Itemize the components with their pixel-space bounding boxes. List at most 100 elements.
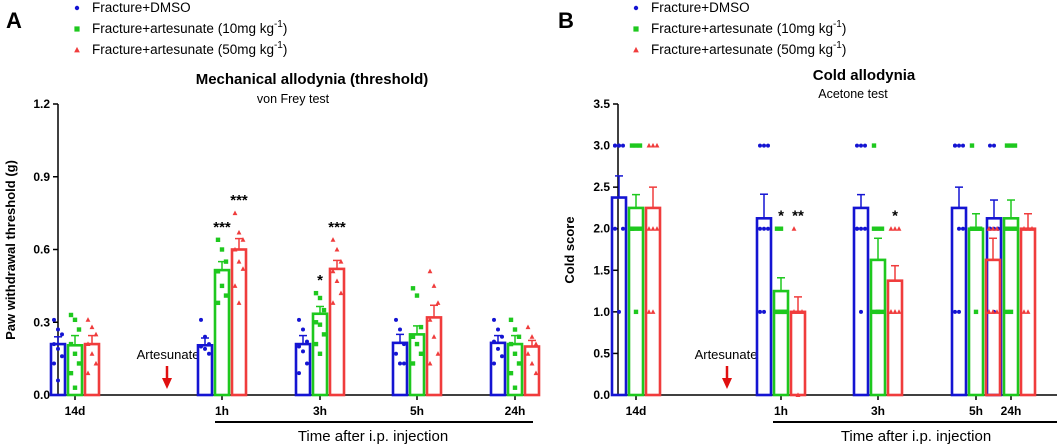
legend-marker-2 bbox=[633, 26, 639, 32]
bar bbox=[213, 268, 231, 397]
data-point bbox=[496, 327, 500, 332]
data-point bbox=[215, 300, 221, 306]
x-tick-label: 14d bbox=[65, 404, 86, 418]
data-point bbox=[795, 309, 801, 314]
data-point bbox=[410, 286, 416, 291]
data-point bbox=[215, 269, 221, 274]
data-point bbox=[414, 293, 420, 298]
data-point bbox=[613, 226, 617, 231]
data-point bbox=[762, 143, 766, 148]
data-point bbox=[1008, 143, 1014, 148]
panel-b-xaxis-title: Time after i.p. injection bbox=[841, 428, 991, 445]
data-point bbox=[317, 322, 323, 327]
data-point bbox=[633, 309, 639, 315]
bar bbox=[230, 248, 248, 397]
data-point bbox=[650, 142, 656, 148]
data-point bbox=[758, 309, 762, 314]
data-point bbox=[512, 385, 518, 390]
data-point bbox=[317, 295, 323, 301]
data-point bbox=[297, 344, 301, 349]
data-point bbox=[533, 341, 539, 347]
data-point bbox=[1004, 226, 1010, 231]
y-tick-label: 0.3 bbox=[33, 315, 50, 329]
x-tick-label: 3h bbox=[871, 404, 885, 418]
x-tick-label: 24h bbox=[505, 404, 526, 418]
data-point bbox=[629, 226, 635, 231]
data-point bbox=[855, 143, 859, 148]
bar bbox=[886, 279, 904, 397]
data-point bbox=[223, 259, 229, 264]
data-point bbox=[863, 143, 867, 148]
legend-label-3: Fracture+artesunate (50mg kg-1) bbox=[651, 40, 846, 57]
data-point bbox=[799, 309, 805, 314]
data-point bbox=[533, 370, 539, 376]
data-point bbox=[219, 247, 225, 252]
data-point bbox=[871, 226, 877, 231]
data-point bbox=[896, 309, 902, 314]
data-point bbox=[492, 361, 496, 366]
bar bbox=[425, 316, 443, 397]
y-tick-label: 1.5 bbox=[593, 263, 610, 277]
data-point bbox=[986, 309, 992, 314]
panel-a-xaxis-title: Time after i.p. injection bbox=[298, 428, 448, 445]
data-point bbox=[301, 327, 305, 332]
data-point bbox=[888, 226, 894, 231]
data-point bbox=[232, 210, 238, 216]
data-point bbox=[313, 290, 319, 296]
data-point bbox=[1021, 309, 1027, 314]
panel-b-ylabel: Cold score bbox=[562, 216, 577, 283]
significance-label: *** bbox=[328, 219, 346, 236]
data-point bbox=[529, 334, 535, 339]
data-point bbox=[236, 258, 242, 264]
data-point bbox=[1012, 226, 1018, 231]
data-point bbox=[321, 332, 327, 337]
data-point bbox=[782, 309, 788, 315]
x-tick-label: 24h bbox=[1001, 404, 1022, 418]
data-point bbox=[617, 309, 621, 314]
data-point bbox=[654, 142, 660, 148]
data-point bbox=[68, 312, 74, 318]
data-point bbox=[859, 226, 863, 231]
data-point bbox=[953, 309, 957, 314]
y-tick-label: 3.0 bbox=[593, 139, 610, 153]
y-tick-label: 2.0 bbox=[593, 222, 610, 236]
data-point bbox=[617, 143, 621, 148]
data-point bbox=[863, 226, 867, 231]
data-point bbox=[986, 226, 992, 231]
panel-a-letter: A bbox=[6, 8, 22, 33]
significance-label: ** bbox=[792, 208, 804, 225]
data-point bbox=[72, 317, 78, 323]
data-point bbox=[215, 237, 221, 242]
data-point bbox=[875, 226, 881, 231]
legend-label-2: Fracture+artesunate (10mg kg-1) bbox=[651, 19, 846, 36]
data-point bbox=[199, 317, 203, 322]
data-point bbox=[394, 351, 398, 356]
data-point bbox=[508, 341, 514, 347]
data-point bbox=[646, 226, 652, 231]
panel-b-letter: B bbox=[558, 8, 574, 33]
data-point bbox=[1025, 309, 1031, 314]
data-point bbox=[859, 309, 863, 314]
data-point bbox=[431, 334, 437, 339]
data-point bbox=[994, 226, 1000, 231]
bar bbox=[328, 267, 346, 397]
data-point bbox=[330, 237, 336, 242]
data-point bbox=[60, 354, 64, 359]
data-point bbox=[973, 309, 979, 315]
data-point bbox=[888, 309, 894, 314]
data-point bbox=[232, 283, 238, 288]
data-point bbox=[1004, 143, 1010, 148]
data-point bbox=[418, 324, 424, 330]
data-point bbox=[957, 143, 961, 148]
data-point bbox=[52, 342, 56, 347]
data-point bbox=[492, 339, 496, 344]
artesunate-arrow-head bbox=[162, 378, 172, 389]
data-point bbox=[56, 378, 60, 383]
data-point bbox=[525, 324, 531, 330]
legend-marker-2 bbox=[74, 26, 80, 32]
data-point bbox=[1021, 226, 1027, 231]
data-point bbox=[410, 334, 416, 339]
data-point bbox=[398, 361, 402, 366]
data-point bbox=[500, 354, 504, 359]
